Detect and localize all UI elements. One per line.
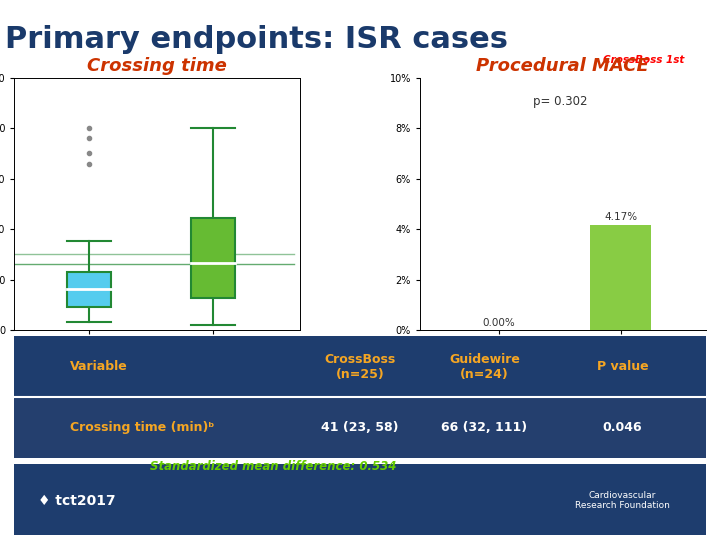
Text: Crossing time (min)ᵇ: Crossing time (min)ᵇ <box>70 421 214 434</box>
Text: P value: P value <box>597 360 649 373</box>
Text: Procedural MACE: Procedural MACE <box>477 57 649 75</box>
Bar <box>67 272 111 307</box>
Text: p= 0.302: p= 0.302 <box>533 95 587 108</box>
Text: 41 (23, 58): 41 (23, 58) <box>321 421 399 434</box>
Text: 66 (32, 111): 66 (32, 111) <box>441 421 528 434</box>
Text: Guidewire
(n=24): Guidewire (n=24) <box>449 353 520 381</box>
Bar <box>14 397 706 457</box>
Text: ♦ tct2017: ♦ tct2017 <box>37 494 115 508</box>
Text: Crossing time: Crossing time <box>87 57 227 75</box>
Text: 0.00%: 0.00% <box>482 318 516 328</box>
X-axis label: Randomized Technique: Randomized Technique <box>101 355 214 365</box>
X-axis label: Randomized Technique: Randomized Technique <box>506 355 619 365</box>
Text: Variable: Variable <box>70 360 127 373</box>
Bar <box>14 336 706 397</box>
Text: CrossBoss 1st: CrossBoss 1st <box>603 56 684 65</box>
Text: 4.17%: 4.17% <box>604 212 637 222</box>
Bar <box>590 225 651 330</box>
Text: Standardized mean difference: 0.534: Standardized mean difference: 0.534 <box>150 460 397 473</box>
Bar <box>192 218 235 298</box>
Text: 0.046: 0.046 <box>603 421 642 434</box>
Text: Primary endpoints: ISR cases: Primary endpoints: ISR cases <box>5 25 508 55</box>
Text: CrossBoss
(n=25): CrossBoss (n=25) <box>325 353 395 381</box>
Text: Cardiovascular
Research Foundation: Cardiovascular Research Foundation <box>575 491 670 510</box>
